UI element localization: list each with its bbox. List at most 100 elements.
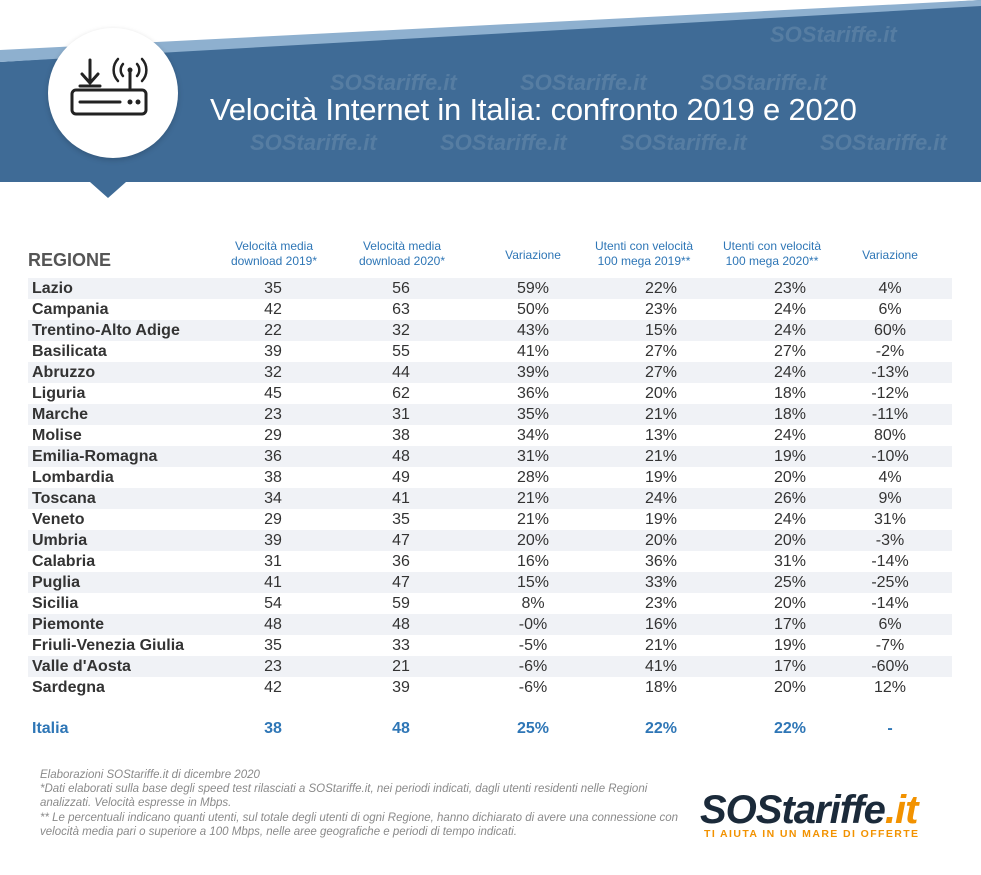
header-variation-2: Variazione <box>862 248 918 262</box>
cell-speed-2020: 41 <box>392 490 410 507</box>
table-row: Puglia 41 47 15% 33% 25% -25% <box>28 572 952 593</box>
total-speed-2019: 38 <box>264 720 282 737</box>
cell-region-name: Marche <box>32 406 89 423</box>
cell-speed-2019: 54 <box>264 595 282 612</box>
cell-speed-2019: 38 <box>264 469 282 486</box>
cell-users-2019: 20% <box>644 385 678 402</box>
total-region: Italia <box>32 720 69 737</box>
cell-variation-1: 31% <box>516 448 550 465</box>
cell-speed-2019: 36 <box>264 448 282 465</box>
table-row: Piemonte 48 48 -0% 16% 17% 6% <box>28 614 952 635</box>
cell-variation-2: 4% <box>878 280 902 297</box>
cell-variation-1: 36% <box>516 385 550 402</box>
table-row: Valle d'Aosta 23 21 -6% 41% 17% -60% <box>28 656 952 677</box>
cell-speed-2020: 55 <box>392 343 410 360</box>
cell-users-2020: 18% <box>773 406 807 423</box>
cell-region-name: Emilia-Romagna <box>32 448 158 465</box>
cell-users-2019: 15% <box>644 322 678 339</box>
cell-speed-2020: 36 <box>392 553 410 570</box>
cell-speed-2019: 45 <box>264 385 282 402</box>
brand-logo: SOStariffe.it TI AIUTA IN UN MARE DI OFF… <box>700 790 950 840</box>
cell-speed-2020: 21 <box>392 658 410 675</box>
table-row: Lombardia 38 49 28% 19% 20% 4% <box>28 467 952 488</box>
cell-variation-2: 6% <box>878 301 902 318</box>
cell-users-2020: 23% <box>773 280 807 297</box>
table-row: Molise 29 38 34% 13% 24% 80% <box>28 425 952 446</box>
cell-users-2020: 31% <box>773 553 807 570</box>
cell-users-2020: 20% <box>773 469 807 486</box>
header-region: REGIONE <box>28 250 112 270</box>
table-row: Umbria 39 47 20% 20% 20% -3% <box>28 530 952 551</box>
cell-variation-1: -6% <box>518 679 548 696</box>
cell-variation-1: 43% <box>516 322 550 339</box>
cell-speed-2019: 32 <box>264 364 282 381</box>
cell-variation-2: -10% <box>871 448 909 465</box>
logo-tagline: TI AIUTA IN UN MARE DI OFFERTE <box>704 828 920 840</box>
header-background <box>0 0 981 198</box>
cell-users-2019: 24% <box>644 490 678 507</box>
cell-users-2019: 27% <box>644 364 678 381</box>
table-row: Friuli-Venezia Giulia 35 33 -5% 21% 19% -7% <box>28 635 952 656</box>
cell-speed-2019: 23 <box>264 658 282 675</box>
logo-wordmark: SOStariffe.it <box>700 790 918 830</box>
cell-users-2020: 24% <box>773 511 807 528</box>
cell-speed-2019: 39 <box>264 343 282 360</box>
cell-region-name: Calabria <box>32 553 96 570</box>
cell-speed-2019: 22 <box>264 322 282 339</box>
header-users-2020: Utenti con velocità 100 mega 2020** <box>722 239 822 268</box>
table-row: Toscana 34 41 21% 24% 26% 9% <box>28 488 952 509</box>
cell-users-2020: 18% <box>773 385 807 402</box>
router-wifi-download-icon <box>70 57 148 116</box>
cell-variation-1: -0% <box>518 616 548 633</box>
cell-region-name: Toscana <box>32 490 96 507</box>
cell-variation-2: -14% <box>871 553 909 570</box>
cell-users-2020: 26% <box>773 490 807 507</box>
cell-region-name: Umbria <box>32 532 88 549</box>
table-row: Abruzzo 32 44 39% 27% 24% -13% <box>28 362 952 383</box>
cell-variation-2: 80% <box>873 427 907 444</box>
table-row-total: Italia 38 48 25% 22% 22% - <box>28 718 952 740</box>
watermark-text: SOStariffe.it <box>440 130 567 155</box>
header-speed-2020: Velocità media download 2020* <box>358 239 446 268</box>
table-row: Sicilia 54 59 8% 23% 20% -14% <box>28 593 952 614</box>
cell-variation-2: 31% <box>873 511 907 528</box>
cell-speed-2020: 38 <box>392 427 410 444</box>
cell-variation-2: 6% <box>878 616 902 633</box>
total-users-2020: 22% <box>773 720 807 737</box>
cell-users-2020: 27% <box>773 343 807 360</box>
cell-speed-2019: 31 <box>264 553 282 570</box>
table-row: Emilia-Romagna 36 48 31% 21% 19% -10% <box>28 446 952 467</box>
cell-users-2019: 18% <box>644 679 678 696</box>
cell-users-2020: 17% <box>773 616 807 633</box>
cell-variation-1: 16% <box>516 553 550 570</box>
cell-variation-2: 12% <box>873 679 907 696</box>
cell-users-2019: 27% <box>644 343 678 360</box>
cell-users-2020: 25% <box>773 574 807 591</box>
cell-users-2019: 13% <box>644 427 678 444</box>
cell-users-2020: 20% <box>773 679 807 696</box>
cell-variation-2: -11% <box>871 406 909 423</box>
cell-region-name: Piemonte <box>32 616 105 633</box>
cell-region-name: Valle d'Aosta <box>32 658 131 675</box>
icon-badge <box>48 28 178 158</box>
cell-variation-2: -14% <box>871 595 909 612</box>
cell-region-name: Liguria <box>32 385 86 402</box>
header-banner: SOStariffe.it SOStariffe.it SOStariffe.i… <box>0 0 981 200</box>
table-row: Trentino-Alto Adige 22 32 43% 15% 24% 60% <box>28 320 952 341</box>
cell-speed-2020: 47 <box>392 574 410 591</box>
cell-variation-1: 28% <box>516 469 550 486</box>
cell-variation-2: -2% <box>875 343 905 360</box>
cell-variation-1: -5% <box>518 637 548 654</box>
cell-speed-2019: 42 <box>264 301 282 318</box>
footnote-speed: *Dati elaborati sulla base degli speed t… <box>40 783 648 810</box>
footnotes: Elaborazioni SOStariffe.it di dicembre 2… <box>40 768 680 839</box>
cell-variation-1: 34% <box>516 427 550 444</box>
table-row: Lazio 35 56 59% 22% 23% 4% <box>28 278 952 299</box>
cell-users-2019: 16% <box>644 616 678 633</box>
cell-region-name: Sicilia <box>32 595 79 612</box>
cell-variation-2: -25% <box>871 574 909 591</box>
total-users-2019: 22% <box>644 720 678 737</box>
header-speed-2019: Velocità media download 2019* <box>230 239 318 268</box>
cell-speed-2019: 29 <box>264 427 282 444</box>
cell-region-name: Campania <box>32 301 109 318</box>
